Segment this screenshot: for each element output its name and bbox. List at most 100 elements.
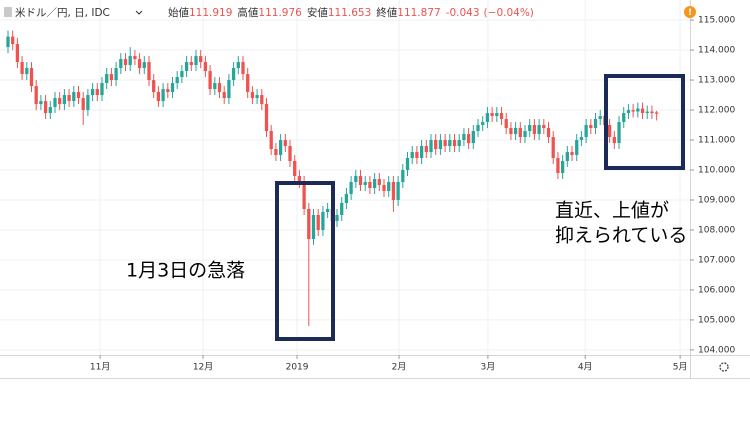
grid: [0, 0, 690, 355]
alert-mark: !: [688, 8, 692, 18]
candle-body: [415, 152, 419, 159]
dropdown-icon[interactable]: [135, 10, 143, 15]
candle-body: [325, 208, 330, 212]
candle-body: [194, 56, 198, 66]
candle-body: [387, 181, 391, 191]
candle-body: [119, 59, 123, 69]
candle-body: [368, 181, 372, 188]
candle-body: [246, 74, 250, 93]
candle-body: [551, 137, 555, 159]
y-tick-label: 113.000: [698, 76, 735, 86]
candle-body: [598, 116, 602, 120]
candle-body: [260, 95, 264, 105]
annotation-box: [604, 74, 685, 170]
candle-body: [105, 74, 109, 84]
y-tick-label: 111.000: [698, 136, 735, 146]
candle-body: [579, 137, 584, 141]
candle-body: [170, 83, 175, 93]
candle-body: [617, 122, 621, 144]
candle-body: [640, 108, 645, 114]
candle-body: [278, 140, 283, 156]
x-tick-label: 4月: [578, 362, 593, 373]
candle-body: [495, 113, 499, 117]
candle-body: [532, 125, 537, 135]
candle-body: [311, 214, 316, 239]
candle-body: [161, 89, 165, 102]
candle-body: [556, 158, 560, 174]
candle-body: [208, 71, 212, 90]
candle-body: [58, 98, 62, 105]
candle-body: [100, 83, 104, 96]
candle-body: [302, 181, 306, 209]
candle-body: [11, 36, 15, 45]
candle-body: [424, 146, 428, 153]
candle-body: [650, 111, 654, 114]
legend-change: -0.043: [446, 7, 480, 19]
candle-body: [570, 152, 574, 156]
candle-body: [29, 68, 34, 87]
candle-body: [499, 113, 504, 120]
candle-body: [565, 152, 569, 162]
candle-body: [434, 140, 438, 150]
candle-body: [307, 208, 311, 239]
candle-body: [466, 134, 471, 144]
collapse-icon[interactable]: [4, 7, 12, 17]
candle-body: [53, 98, 57, 108]
candle-body: [199, 56, 203, 63]
candle-body: [410, 152, 414, 159]
candle-body: [137, 59, 142, 69]
candle-body: [405, 158, 410, 171]
candle-body: [25, 68, 29, 75]
candle-body: [589, 125, 593, 129]
candle-body: [645, 111, 649, 114]
candle-body: [316, 214, 320, 230]
candle-body: [528, 125, 532, 132]
candle-body: [471, 131, 475, 144]
candle-body: [391, 181, 396, 200]
settings-icon[interactable]: [719, 362, 729, 372]
y-tick-label: 108.000: [698, 225, 735, 235]
candle-body: [363, 181, 367, 185]
candle-body: [241, 62, 245, 75]
candle-body: [382, 184, 386, 191]
candle-body: [636, 108, 640, 112]
candle-body: [15, 44, 20, 63]
candle-body: [156, 92, 161, 102]
candle-body: [593, 119, 598, 129]
candle-body: [288, 146, 292, 162]
candle-body: [43, 101, 48, 114]
annotation: 1月3日の急落: [126, 260, 245, 282]
candle-body: [344, 193, 349, 203]
candle-body: [236, 62, 240, 69]
symbol: 米ドル／円, 日, IDC: [15, 6, 110, 19]
legend-value: 111.976: [258, 7, 302, 19]
candle-body: [128, 56, 132, 66]
candle-body: [264, 104, 269, 132]
legend-label: 安値: [307, 6, 328, 19]
ohlc-legend: 始値 111.919 高値 111.976 安値 111.653 終値 111.877 -0.0…: [168, 6, 534, 19]
candle-body: [438, 140, 443, 150]
candle-body: [283, 140, 287, 147]
y-tick-label: 115.000: [698, 16, 735, 26]
legend-value: 111.653: [328, 7, 371, 19]
annotation: 抑えられている: [555, 225, 687, 247]
candle-body: [231, 68, 236, 81]
candle-body: [152, 80, 156, 93]
candle-body: [34, 86, 38, 105]
candle-body: [321, 211, 325, 230]
candle-body: [67, 95, 71, 102]
legend-change-pct: (−0.04%): [484, 7, 534, 19]
candle-body: [269, 131, 273, 150]
y-tick-label: 105.000: [698, 315, 735, 325]
candle-body: [349, 181, 353, 194]
alert-icon[interactable]: [684, 6, 696, 18]
candle-body: [537, 125, 541, 135]
x-tick-label: 12月: [193, 362, 213, 373]
candle-body: [481, 122, 485, 126]
candles: [6, 30, 659, 326]
candle-body: [147, 62, 151, 81]
candle-body: [180, 71, 184, 78]
candle-body: [504, 119, 508, 129]
candle-body: [631, 110, 635, 112]
